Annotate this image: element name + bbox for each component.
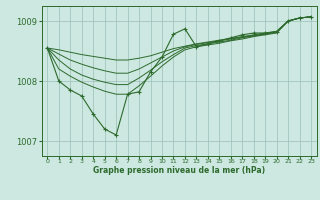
X-axis label: Graphe pression niveau de la mer (hPa): Graphe pression niveau de la mer (hPa) (93, 166, 265, 175)
